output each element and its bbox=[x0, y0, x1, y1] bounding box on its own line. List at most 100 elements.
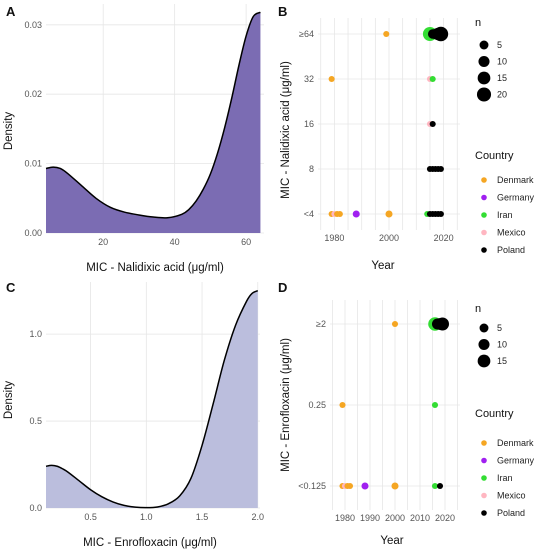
panel-b-ticks: <4 8 16 32 ≥64 1980 2000 2020 bbox=[299, 29, 454, 243]
b-y-tick-label: 16 bbox=[304, 119, 314, 129]
b-size-legend-marker bbox=[477, 71, 491, 85]
panel-b-legend: n Country 5 10 15 20 Denmark Germany Iran Mexic… bbox=[475, 17, 535, 255]
panel-b-grid bbox=[318, 18, 460, 230]
d-country-legend-label: Mexico bbox=[497, 491, 526, 501]
a-y-tick-label: 0.00 bbox=[24, 228, 42, 238]
d-data-point bbox=[339, 401, 346, 409]
b-country-legend-marker bbox=[481, 177, 487, 183]
d-x-tick-label: 2000 bbox=[385, 513, 405, 523]
panel-d-y-axis-label: MIC - Enrofloxacin (μg/ml) bbox=[280, 338, 292, 472]
d-country-legend-marker bbox=[481, 475, 487, 481]
d-data-point bbox=[391, 320, 399, 328]
c-x-tick-label: 2.0 bbox=[252, 512, 265, 522]
panel-a: A 0.00 0.01 0.02 0.03 20 40 60 MIC - Nalidixic… bbox=[3, 4, 264, 274]
b-country-legend-marker bbox=[481, 212, 487, 218]
d-country-legend-marker bbox=[481, 457, 487, 464]
b-y-tick-label: 32 bbox=[304, 74, 314, 84]
b-x-tick-label: 1980 bbox=[324, 233, 344, 243]
c-x-tick-label: 0.5 bbox=[84, 512, 97, 522]
d-data-point bbox=[361, 482, 369, 490]
a-density-curve bbox=[45, 11, 261, 219]
c-density-curve bbox=[45, 289, 259, 509]
b-data-point bbox=[427, 29, 438, 39]
a-y-tick-label: 0.01 bbox=[24, 159, 42, 169]
d-country-legend-label: Iran bbox=[497, 473, 513, 483]
panel-d-legend: n Country 5 10 15 Denmark Germany Iran Mexico P… bbox=[475, 303, 535, 518]
b-data-point bbox=[429, 75, 436, 83]
panel-c: C 0.0 0.5 1.0 0.5 1.0 1.5 2.0 MIC - Enrofloxac… bbox=[3, 280, 264, 549]
b-data-point bbox=[437, 210, 444, 218]
d-data-point bbox=[431, 318, 444, 330]
b-country-legend-label: Mexico bbox=[497, 228, 526, 238]
b-country-legend-label: Poland bbox=[497, 245, 525, 255]
b-country-legend-label: Germany bbox=[497, 193, 535, 203]
a-y-tick-label: 0.03 bbox=[24, 20, 42, 30]
a-x-tick-label: 40 bbox=[170, 237, 180, 247]
d-size-legend-label: 15 bbox=[497, 356, 507, 366]
d-x-tick-label: 1990 bbox=[360, 513, 380, 523]
d-y-tick-label: 0.25 bbox=[308, 400, 326, 410]
d-country-legend-marker bbox=[481, 440, 487, 446]
panel-letter-a: A bbox=[6, 4, 16, 19]
a-x-tick-label: 60 bbox=[241, 237, 251, 247]
d-data-point bbox=[431, 401, 439, 409]
d-size-legend-label: 10 bbox=[497, 340, 507, 350]
d-y-tick-label: ≥2 bbox=[316, 319, 326, 329]
b-country-legend-marker bbox=[481, 247, 487, 253]
panel-d-grid bbox=[330, 300, 460, 510]
a-x-tick-label: 20 bbox=[98, 237, 108, 247]
b-size-legend-label: 10 bbox=[497, 57, 507, 67]
a-density-area bbox=[46, 12, 261, 234]
panel-d-x-axis-label: Year bbox=[380, 535, 403, 547]
panel-a-y-axis-label: Density bbox=[3, 112, 15, 151]
d-country-legend-label: Poland bbox=[497, 508, 525, 518]
d-country-legend-marker bbox=[481, 510, 487, 516]
d-y-tick-label: <0.125 bbox=[298, 481, 326, 491]
d-x-tick-label: 2010 bbox=[410, 513, 430, 523]
b-x-tick-label: 2000 bbox=[379, 233, 399, 243]
panel-a-ticks: 0.00 0.01 0.02 0.03 20 40 60 bbox=[24, 20, 251, 247]
panel-b-color-legend-title: Country bbox=[475, 150, 514, 162]
d-data-point bbox=[431, 482, 439, 490]
panel-d-ticks: <0.125 0.25 ≥2 1980 1990 2000 2010 2020 bbox=[298, 319, 455, 523]
panel-c-density bbox=[45, 289, 259, 509]
b-x-tick-label: 2020 bbox=[434, 233, 454, 243]
d-size-legend-marker bbox=[479, 323, 489, 333]
d-x-tick-label: 2020 bbox=[435, 513, 455, 523]
panel-c-x-axis-label: MIC - Enrofloxacin (μg/ml) bbox=[83, 537, 217, 549]
panel-b: B <4 8 16 32 ≥64 1980 2000 2020 Year MIC - Nali… bbox=[278, 4, 535, 272]
panel-d-color-legend-title: Country bbox=[475, 408, 514, 420]
c-y-tick-label: 1.0 bbox=[29, 329, 42, 339]
c-x-tick-label: 1.0 bbox=[140, 512, 153, 522]
panel-c-ticks: 0.0 0.5 1.0 0.5 1.0 1.5 2.0 bbox=[29, 329, 264, 522]
panel-b-size-legend-title: n bbox=[475, 17, 481, 29]
c-y-tick-label: 0.0 bbox=[29, 503, 42, 513]
panel-a-density bbox=[45, 11, 261, 234]
panel-b-y-axis-label: MIC - Nalidixic acid (μg/ml) bbox=[280, 61, 292, 199]
b-size-legend-marker bbox=[479, 40, 489, 50]
panel-letter-c: C bbox=[6, 280, 16, 295]
a-y-tick-label: 0.02 bbox=[24, 89, 42, 99]
b-data-point bbox=[437, 165, 444, 173]
d-x-tick-label: 1980 bbox=[335, 513, 355, 523]
b-size-legend-label: 15 bbox=[497, 73, 507, 83]
panel-a-x-axis-label: MIC - Nalidixic acid (μg/ml) bbox=[86, 262, 224, 274]
d-country-legend-label: Denmark bbox=[497, 438, 534, 448]
b-data-point bbox=[336, 210, 343, 218]
b-data-point bbox=[385, 210, 393, 218]
b-size-legend-label: 5 bbox=[497, 40, 502, 50]
d-size-legend-marker bbox=[477, 354, 491, 368]
b-country-legend-marker bbox=[481, 229, 487, 236]
b-y-tick-label: 8 bbox=[309, 164, 314, 174]
b-size-legend-label: 20 bbox=[497, 90, 507, 100]
b-country-legend-label: Iran bbox=[497, 210, 513, 220]
b-size-legend-marker bbox=[476, 87, 492, 102]
b-size-legend-marker bbox=[478, 55, 490, 68]
panel-b-points bbox=[328, 26, 449, 218]
d-size-legend-marker bbox=[478, 338, 490, 351]
b-y-tick-label: ≥64 bbox=[299, 29, 314, 39]
d-data-point bbox=[391, 482, 399, 490]
panel-b-x-axis-label: Year bbox=[371, 260, 394, 272]
